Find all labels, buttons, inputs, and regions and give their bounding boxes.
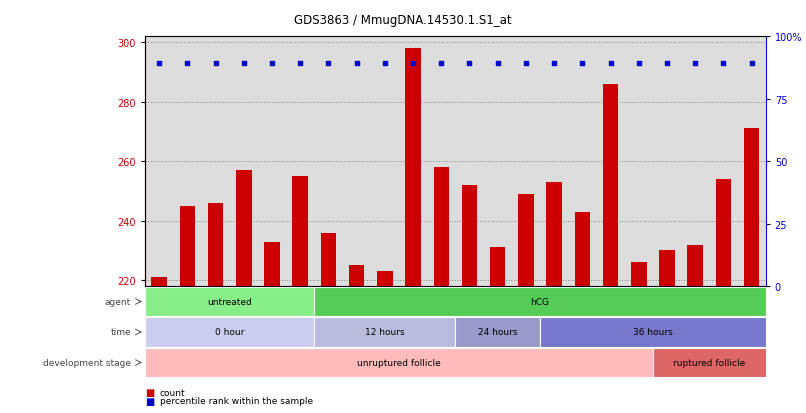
Bar	[321, 233, 336, 287]
Bar	[145, 348, 653, 377]
Text: 24 hours: 24 hours	[478, 328, 517, 337]
Text: 36 hours: 36 hours	[633, 328, 673, 337]
Bar	[744, 129, 759, 287]
Text: unruptured follicle: unruptured follicle	[357, 358, 441, 367]
Bar	[145, 287, 314, 316]
Text: 0 hour: 0 hour	[215, 328, 244, 337]
Text: ■: ■	[145, 396, 154, 406]
Point	[575, 61, 588, 67]
Text: ruptured follicle: ruptured follicle	[673, 358, 746, 367]
Bar	[314, 287, 766, 316]
Bar	[653, 348, 766, 377]
Point	[322, 61, 334, 67]
Text: GDS3863 / MmugDNA.14530.1.S1_at: GDS3863 / MmugDNA.14530.1.S1_at	[294, 14, 512, 27]
Bar	[208, 203, 223, 287]
Bar	[180, 206, 195, 287]
Text: 12 hours: 12 hours	[365, 328, 405, 337]
Text: agent: agent	[105, 297, 131, 306]
Bar	[349, 266, 364, 287]
Bar	[314, 318, 455, 347]
Bar	[236, 171, 251, 287]
Bar	[490, 248, 505, 287]
Point	[604, 61, 617, 67]
Point	[237, 61, 250, 67]
Point	[181, 61, 193, 67]
Point	[547, 61, 560, 67]
Bar	[293, 177, 308, 287]
Text: ■: ■	[145, 387, 154, 397]
Point	[519, 61, 532, 67]
Text: count: count	[160, 388, 185, 397]
Bar	[631, 263, 646, 287]
Bar	[462, 185, 477, 287]
Point	[745, 61, 758, 67]
Point	[435, 61, 448, 67]
Bar	[603, 85, 618, 287]
Bar	[434, 168, 449, 287]
Bar	[540, 318, 766, 347]
Bar	[518, 195, 534, 287]
Point	[378, 61, 391, 67]
Point	[350, 61, 363, 67]
Point	[209, 61, 222, 67]
Text: percentile rank within the sample: percentile rank within the sample	[160, 396, 313, 405]
Bar	[264, 242, 280, 287]
Text: time: time	[110, 328, 131, 337]
Text: untreated: untreated	[207, 297, 252, 306]
Point	[717, 61, 729, 67]
Point	[491, 61, 505, 67]
Point	[265, 61, 279, 67]
Point	[463, 61, 476, 67]
Bar	[405, 49, 421, 287]
Bar	[152, 278, 167, 287]
Bar	[716, 180, 731, 287]
Bar	[455, 318, 540, 347]
Point	[293, 61, 306, 67]
Bar	[659, 251, 675, 287]
Point	[660, 61, 673, 67]
Point	[406, 61, 419, 67]
Bar	[145, 318, 314, 347]
Point	[688, 61, 701, 67]
Point	[152, 61, 166, 67]
Bar	[546, 183, 562, 287]
Point	[632, 61, 645, 67]
Text: hCG: hCG	[530, 297, 550, 306]
Bar	[575, 212, 590, 287]
Bar	[688, 245, 703, 287]
Text: development stage: development stage	[43, 358, 131, 367]
Bar	[377, 272, 393, 287]
